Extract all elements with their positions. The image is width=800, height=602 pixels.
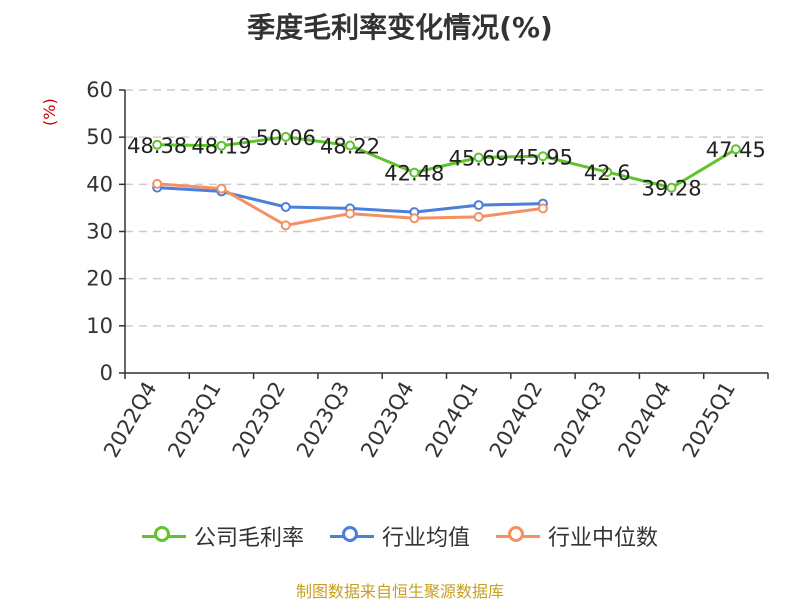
- data-label: 48.22: [320, 135, 380, 159]
- x-tick-label: 2022Q4: [99, 378, 161, 462]
- legend-swatch-marker: [341, 526, 358, 542]
- data-point: [152, 139, 163, 150]
- chart-legend: 公司毛利率 行业均值 行业中位数: [0, 520, 800, 552]
- data-point: [216, 140, 227, 151]
- data-label: 42.6: [584, 161, 631, 185]
- legend-swatch-marker: [508, 526, 524, 542]
- y-tick-label: 30: [86, 220, 113, 244]
- data-point: [280, 131, 291, 142]
- legend-swatch-marker: [153, 526, 170, 542]
- data-point: [345, 140, 356, 151]
- data-point: [666, 182, 677, 193]
- data-point: [409, 213, 420, 224]
- legend-label: 公司毛利率: [193, 526, 304, 551]
- data-point: [473, 211, 484, 222]
- data-point: [409, 167, 420, 178]
- x-tick-label: 2025Q1: [678, 378, 740, 462]
- data-point: [537, 151, 548, 162]
- legend-item[interactable]: 行业均值: [329, 520, 470, 552]
- data-point: [537, 203, 548, 214]
- x-tick-label: 2024Q1: [421, 378, 483, 462]
- x-tick-label: 2023Q4: [356, 378, 418, 462]
- legend-swatch: [329, 524, 374, 548]
- data-point: [473, 200, 484, 211]
- series-line: [157, 135, 737, 190]
- data-label: 45.95: [513, 145, 573, 169]
- x-tick-label: 2024Q2: [485, 378, 547, 462]
- data-label: 39.28: [641, 177, 701, 201]
- y-tick-label: 40: [86, 172, 113, 196]
- x-tick-label: 2024Q4: [613, 378, 675, 462]
- data-point: [280, 220, 291, 231]
- data-point: [280, 201, 291, 212]
- legend-swatch: [496, 524, 540, 548]
- y-tick-label: 20: [86, 267, 113, 291]
- chart-title: 季度毛利率变化情况(%): [247, 11, 553, 44]
- legend-item[interactable]: 行业中位数: [496, 520, 658, 552]
- data-point: [730, 144, 741, 155]
- y-tick-label: 0: [100, 361, 113, 385]
- legend-label: 行业均值: [381, 526, 470, 551]
- data-label: 42.48: [384, 162, 444, 186]
- legend-label: 行业中位数: [548, 526, 659, 551]
- data-source-note: 制图数据来自恒生聚源数据库: [295, 582, 504, 601]
- legend-swatch: [141, 524, 186, 548]
- x-tick-label: 2023Q1: [163, 378, 225, 462]
- data-point: [345, 208, 356, 219]
- data-point: [473, 152, 484, 163]
- data-label: 45.69: [449, 146, 509, 170]
- y-tick-label: 60: [86, 78, 113, 102]
- y-tick-label: 10: [86, 314, 113, 338]
- data-label: 47.45: [706, 138, 766, 162]
- y-tick-label: 50: [86, 125, 113, 149]
- legend-item[interactable]: 公司毛利率: [141, 520, 304, 552]
- x-tick-label: 2023Q2: [228, 378, 290, 462]
- data-point: [152, 178, 163, 189]
- data-label: 50.06: [256, 126, 316, 150]
- data-point: [602, 167, 613, 178]
- data-point: [216, 183, 227, 194]
- x-tick-label: 2024Q3: [549, 378, 611, 462]
- data-label: 48.19: [191, 135, 251, 159]
- x-tick-label: 2023Q3: [292, 378, 354, 462]
- data-label: 48.38: [127, 134, 187, 158]
